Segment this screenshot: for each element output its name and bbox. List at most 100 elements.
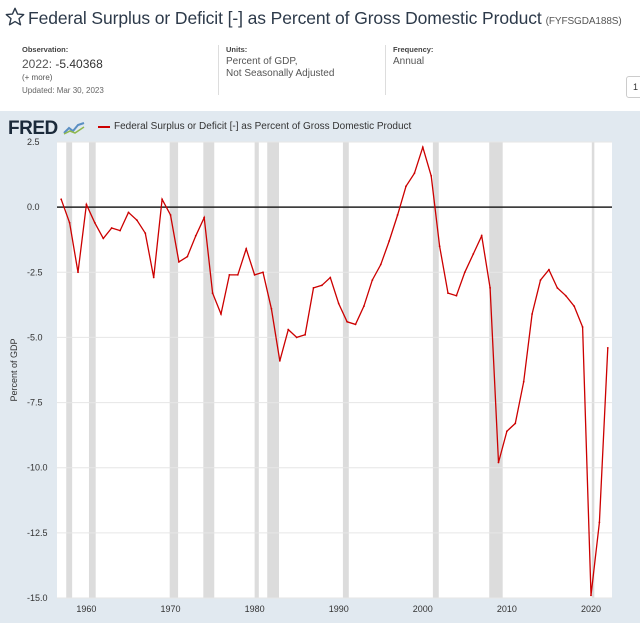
data-point — [211, 292, 214, 295]
data-point — [295, 336, 298, 339]
x-tick-label: 1990 — [329, 604, 349, 614]
data-point — [447, 292, 449, 295]
data-point — [270, 307, 273, 310]
observation-value: 2022: -5.40368 — [22, 57, 212, 71]
data-point — [598, 521, 601, 524]
data-point — [186, 255, 189, 258]
data-point — [405, 185, 407, 188]
data-point — [68, 221, 71, 224]
data-point — [135, 219, 138, 222]
x-tick-label: 2000 — [413, 604, 433, 614]
data-point — [463, 271, 466, 274]
data-point — [152, 276, 155, 279]
recession-band — [267, 142, 279, 598]
page-title: Federal Surplus or Deficit [-] as Percen… — [28, 8, 622, 29]
data-point — [413, 172, 416, 175]
plot-background — [57, 142, 612, 598]
data-point — [312, 287, 315, 289]
data-point — [455, 294, 458, 297]
series-line — [60, 144, 609, 596]
y-tick-label: -12.5 — [27, 528, 48, 538]
data-point — [489, 287, 491, 289]
data-point — [278, 359, 281, 362]
more-link[interactable]: (+ more) — [22, 73, 53, 82]
y-axis-label: Percent of GDP — [9, 338, 19, 401]
frequency-label: Frequency: — [393, 45, 434, 54]
data-point — [77, 271, 79, 274]
data-point — [220, 313, 222, 315]
data-point — [396, 214, 399, 216]
meta-divider — [218, 45, 219, 95]
chart-area: FRED Federal Surplus or Deficit [-] as P… — [0, 111, 640, 623]
star-icon[interactable] — [4, 6, 26, 28]
series-id: (FYFSGDA188S) — [545, 16, 622, 27]
data-point — [262, 271, 264, 274]
data-point — [236, 273, 239, 276]
data-point — [472, 253, 475, 255]
updated-date: Updated: Mar 30, 2023 — [22, 86, 104, 95]
data-point — [371, 279, 374, 282]
data-point — [169, 214, 172, 216]
observation-year: 2022: — [22, 57, 53, 71]
data-point — [245, 247, 248, 250]
data-point — [287, 328, 290, 331]
data-point — [564, 294, 567, 297]
data-point — [102, 237, 105, 240]
data-point — [85, 203, 88, 206]
series-title: Federal Surplus or Deficit [-] as Percen… — [28, 8, 542, 28]
units-line-2: Not Seasonally Adjusted — [226, 68, 335, 79]
data-point — [127, 211, 130, 214]
frequency-panel: Frequency: Annual — [393, 45, 513, 107]
y-tick-label: -7.5 — [27, 398, 43, 408]
x-tick-label: 1980 — [245, 604, 265, 614]
data-point — [430, 174, 433, 177]
recession-band — [254, 142, 259, 598]
y-axis-ticks: 2.5 0.0 -2.5 -5.0 -7.5 -10.0 -12.5 -15.0 — [27, 137, 48, 603]
data-point — [438, 245, 441, 248]
fred-logo-text: FRED — [8, 118, 58, 139]
data-point — [556, 287, 559, 289]
y-tick-label: 0.0 — [27, 202, 40, 212]
data-point — [480, 234, 483, 237]
chart-legend: Federal Surplus or Deficit [-] as Percen… — [98, 121, 411, 132]
data-point — [178, 260, 180, 263]
data-point — [203, 216, 206, 219]
data-point — [194, 234, 197, 237]
data-point — [388, 240, 391, 242]
x-tick-label: 2020 — [581, 604, 601, 614]
data-point — [119, 229, 121, 232]
data-point — [606, 346, 609, 349]
y-tick-label: -2.5 — [27, 267, 43, 277]
data-point — [320, 284, 323, 287]
recession-band — [203, 142, 215, 598]
data-point — [590, 594, 592, 597]
frequency-value: Annual — [393, 56, 425, 67]
observation-number: -5.40368 — [55, 57, 103, 71]
meta-divider — [385, 45, 386, 95]
data-point — [363, 305, 365, 308]
edit-graph-button[interactable]: 1 — [626, 76, 640, 98]
x-tick-label: 1960 — [76, 604, 96, 614]
recession-band — [432, 142, 439, 598]
units-panel: Units: Percent of GDP, Not Seasonally Ad… — [226, 45, 376, 107]
data-point — [548, 268, 550, 271]
y-tick-label: -5.0 — [27, 332, 43, 342]
units-label: Units: — [226, 45, 248, 54]
data-point — [379, 263, 382, 266]
observation-panel: Observation: 2022: -5.40368 (+ more) Upd… — [22, 45, 212, 107]
fred-logo: FRED — [8, 118, 85, 140]
data-points — [60, 146, 609, 597]
legend-swatch — [98, 125, 110, 128]
y-tick-label: -10.0 — [27, 463, 48, 473]
data-point — [161, 198, 164, 201]
x-tick-label: 1970 — [161, 604, 181, 614]
recession-bands — [66, 142, 595, 598]
data-point — [144, 232, 147, 235]
data-point — [346, 320, 349, 323]
line-chart: 2.50.0-2.5-5.0-7.5-10.0-12.5-15.0 1960 19… — [9, 137, 612, 614]
data-point — [497, 461, 500, 464]
data-point — [531, 313, 534, 315]
recession-band — [489, 142, 503, 598]
x-tick-label: 2010 — [497, 604, 517, 614]
data-point — [253, 273, 256, 276]
